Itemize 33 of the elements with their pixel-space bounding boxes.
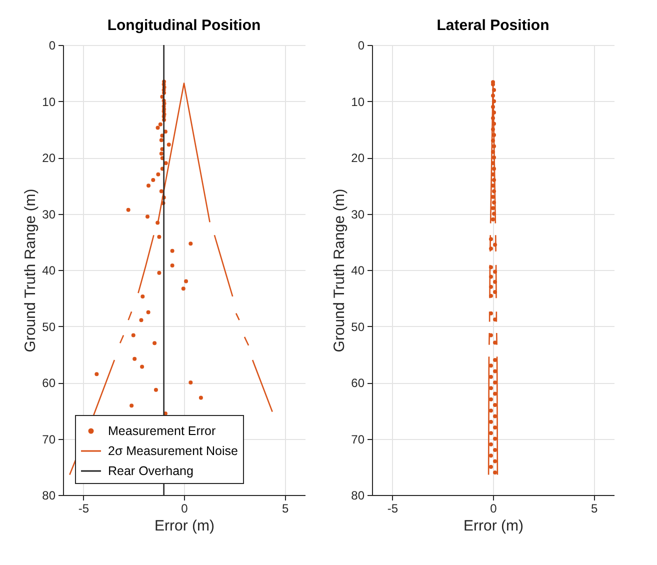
y-tick-label: 0 — [358, 38, 365, 52]
y-tick-label: 80 — [351, 488, 365, 502]
x-tick-label: 5 — [590, 502, 598, 516]
y-tick-label: 10 — [42, 94, 56, 109]
x-axis-title: Error (m) — [464, 518, 524, 534]
y-tick-label: 60 — [351, 376, 365, 390]
x-tick-label: -5 — [78, 502, 90, 516]
legend-label: Measurement Error — [108, 424, 216, 438]
y-tick-label: 50 — [42, 320, 56, 334]
y-tick-label: 30 — [42, 207, 56, 222]
y-tick-label: 70 — [351, 432, 365, 446]
y-tick-label: 20 — [351, 151, 365, 165]
y-tick-label: 0 — [48, 38, 56, 52]
y-tick-label: 70 — [42, 432, 56, 446]
x-tick-label: 0 — [181, 502, 188, 516]
legend-label: Rear Overhang — [108, 464, 194, 478]
y-tick-label: 40 — [351, 264, 365, 278]
chart-title: Longitudinal Position — [107, 17, 261, 34]
y-axis-title: Ground Truth Range (m) — [22, 188, 40, 352]
y-axis-title: Ground Truth Range (m) — [331, 188, 348, 352]
x-tick-label: 5 — [282, 502, 289, 516]
y-tick-label: 50 — [351, 320, 365, 334]
x-tick-label: 0 — [490, 502, 498, 516]
y-tick-label: 30 — [351, 207, 365, 222]
y-tick-label: 60 — [42, 376, 56, 390]
chart-title: Lateral Position — [436, 17, 550, 34]
y-tick-label: 20 — [42, 151, 56, 165]
y-tick-label: 40 — [42, 264, 56, 278]
y-tick-label: 80 — [42, 488, 56, 502]
legend-label: 2σ Measurement Noise — [108, 444, 238, 458]
y-tick-label: 10 — [351, 94, 365, 109]
x-axis-title: Error (m) — [154, 518, 214, 534]
x-tick-label: -5 — [387, 502, 398, 516]
